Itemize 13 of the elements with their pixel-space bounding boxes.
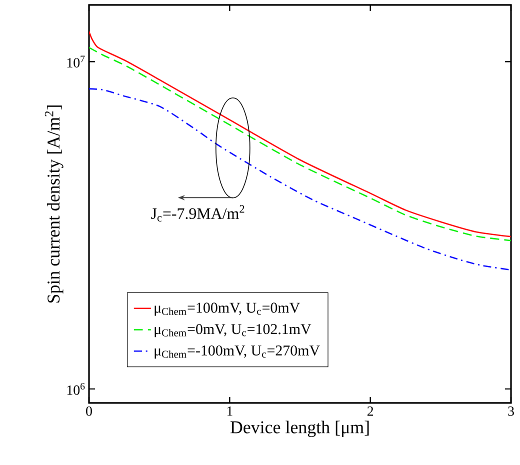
y-tick-label: 10$^{6}$ (67, 383, 85, 395)
x-axis-title: Device length [μm] (230, 420, 369, 438)
y-axis-title: Spin current density [A/m$^{2}$] (44, 106, 64, 303)
x-tick-label: 3 (508, 406, 514, 416)
line-series (89, 88, 512, 271)
legend-label: μ$_{Chem}$=-100mV, U$_{c}$=270mV (154, 345, 320, 359)
legend-label: μ$_{Chem}$=100mV, U$_{c}$=0mV (154, 302, 300, 316)
x-tick-label: 0 (86, 406, 92, 416)
x-tick-label: 1 (227, 406, 232, 416)
annotation: J$_{c}$=-7.9MA/m$^{2}$ (151, 205, 244, 222)
legend-label: μ$_{Chem}$=0mV, U$_{c}$=102.1mV (154, 324, 312, 338)
y-tick-label: 10$^{7}$ (67, 56, 85, 68)
x-tick-label: 2 (367, 406, 374, 416)
